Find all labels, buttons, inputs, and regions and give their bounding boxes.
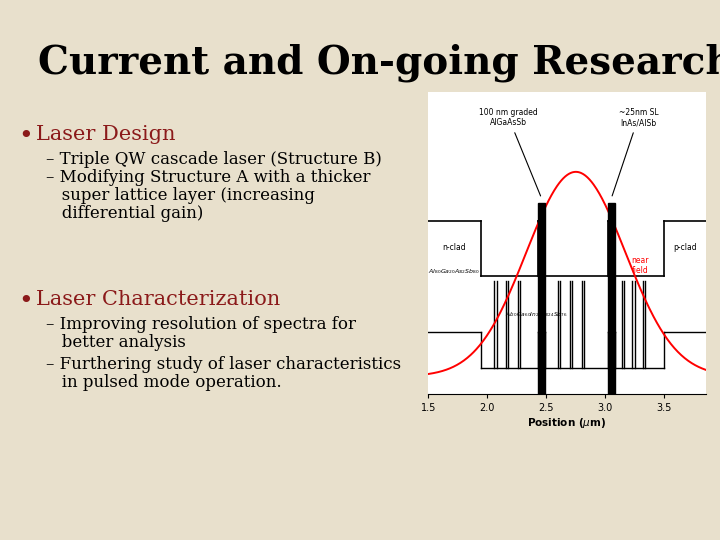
Text: better analysis: better analysis (46, 334, 186, 351)
Text: super lattice layer (increasing: super lattice layer (increasing (46, 187, 315, 204)
Text: ~25nm SL
InAs/AlSb: ~25nm SL InAs/AlSb (612, 108, 658, 196)
Text: near
field: near field (631, 255, 649, 275)
Text: •: • (18, 125, 32, 148)
Text: •: • (18, 290, 32, 313)
Text: n-clad: n-clad (443, 243, 466, 252)
Text: 100 nm graded
AlGaAsSb: 100 nm graded AlGaAsSb (480, 108, 541, 196)
Text: Current and On-going Research: Current and On-going Research (38, 43, 720, 82)
Text: Laser Design: Laser Design (36, 125, 176, 144)
Bar (538, 203, 545, 394)
Text: – Improving resolution of spectra for: – Improving resolution of spectra for (46, 316, 356, 333)
Text: – Modifying Structure A with a thicker: – Modifying Structure A with a thicker (46, 169, 371, 186)
Text: – Triple QW cascade laser (Structure B): – Triple QW cascade laser (Structure B) (46, 151, 382, 168)
Bar (608, 203, 615, 394)
Text: $Al_{20}Ga_{60}In_{20}As_{24}Sb_{76}$: $Al_{20}Ga_{60}In_{20}As_{24}Sb_{76}$ (505, 310, 567, 319)
Text: – Furthering study of laser characteristics: – Furthering study of laser characterist… (46, 356, 401, 373)
Text: differential gain): differential gain) (46, 205, 203, 222)
X-axis label: Position ($\mu$m): Position ($\mu$m) (528, 416, 606, 430)
Text: $Al_{80}Ga_{20}As_2Sb_{80}$: $Al_{80}Ga_{20}As_2Sb_{80}$ (428, 267, 480, 276)
Text: Laser Characterization: Laser Characterization (36, 290, 280, 309)
Text: in pulsed mode operation.: in pulsed mode operation. (46, 374, 282, 391)
Text: p-clad: p-clad (674, 243, 698, 252)
